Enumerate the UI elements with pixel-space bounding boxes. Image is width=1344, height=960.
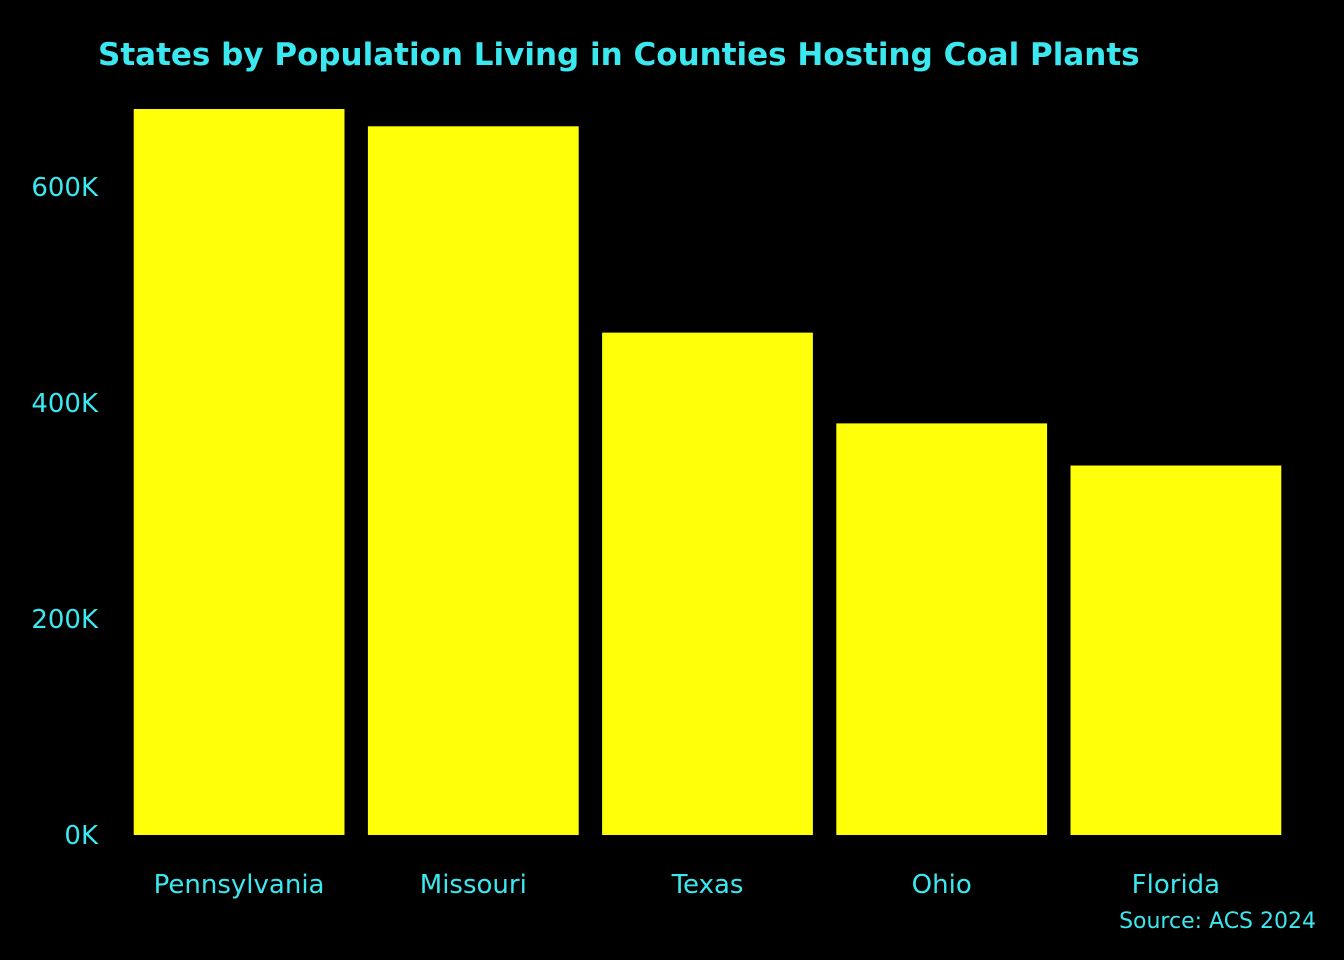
y-axis: 0K 200K 400K 600K [31, 173, 99, 851]
bar-missouri [367, 126, 579, 836]
x-tick-label: Missouri [420, 870, 527, 900]
source-note: Source: ACS 2024 [1119, 909, 1316, 934]
bar-ohio [836, 423, 1048, 835]
x-tick-label: Ohio [912, 870, 972, 900]
x-tick-label: Florida [1132, 870, 1220, 900]
x-tick-label: Pennsylvania [154, 870, 325, 900]
y-tick-label: 0K [64, 821, 99, 851]
x-tick-label: Texas [671, 870, 744, 900]
y-tick-label: 600K [31, 173, 99, 203]
y-tick-label: 200K [31, 605, 99, 635]
y-tick-label: 400K [31, 389, 99, 419]
chart-title: States by Population Living in Counties … [98, 37, 1140, 73]
x-axis: Pennsylvania Missouri Texas Ohio Florida [154, 870, 1220, 900]
bar-pennsylvania [133, 109, 345, 835]
bar-florida [1070, 465, 1282, 835]
bars [133, 109, 1282, 836]
bar-texas [602, 332, 813, 835]
